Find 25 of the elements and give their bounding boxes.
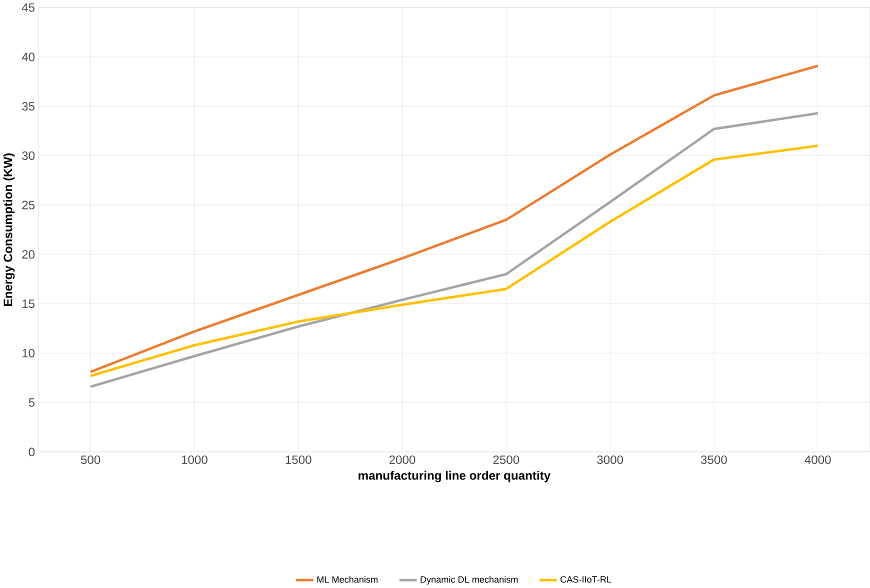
legend-label: ML Mechanism — [317, 576, 378, 583]
x-tick-label: 3500 — [700, 455, 727, 464]
y-tick-label: 15 — [22, 299, 35, 308]
x-axis-title: manufacturing line order quantity — [358, 470, 551, 482]
y-tick-label: 20 — [22, 250, 35, 259]
y-tick-label: 0 — [28, 448, 35, 456]
y-tick-label: 5 — [28, 398, 35, 407]
x-tick-label: 1500 — [286, 455, 312, 464]
y-tick-label: 40 — [22, 52, 35, 62]
x-tick-label: 3000 — [597, 455, 624, 464]
y-axis-title: Energy Consumption (KW) — [3, 153, 15, 306]
legend-label: Dynamic DL mechanism — [420, 576, 518, 584]
x-tick-label: 4000 — [804, 455, 831, 464]
x-tick-label: 500 — [80, 455, 100, 464]
line-series — [89, 144, 820, 378]
y-tick-label: 10 — [22, 348, 35, 358]
y-tick-label: 30 — [22, 151, 35, 160]
y-tick-label: 45 — [22, 3, 35, 12]
x-tick-label: 2500 — [493, 455, 520, 464]
line-series — [89, 112, 820, 388]
x-tick-label: 1000 — [182, 455, 208, 464]
y-tick-label: 35 — [22, 102, 35, 110]
x-tick-label: 2000 — [389, 455, 416, 464]
y-tick-label: 25 — [22, 200, 35, 210]
legend-label: CAS-IIoT-RL — [560, 576, 612, 583]
